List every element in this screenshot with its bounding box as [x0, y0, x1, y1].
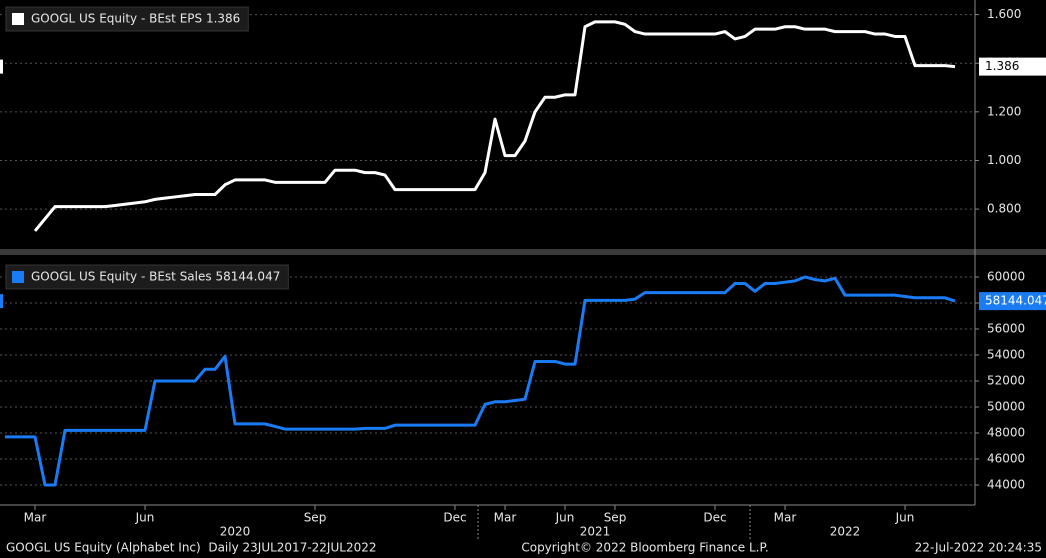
last-value-tag — [979, 292, 1046, 311]
x-tick-label: Dec — [703, 511, 726, 525]
legend-label: GOOGL US Equity - BEst Sales 58144.047 — [31, 270, 280, 284]
y-tick-label: 1.600 — [987, 7, 1021, 21]
x-tick-label: Jun — [555, 511, 575, 525]
x-tick-label: Sep — [304, 511, 327, 525]
y-tick-label: 0.800 — [987, 202, 1021, 216]
y-tick-label: 46000 — [987, 451, 1025, 465]
x-tick-label: Jun — [135, 511, 155, 525]
series-line — [5, 275, 956, 487]
legend-swatch — [12, 271, 24, 283]
y-tick-label: 48000 — [987, 425, 1025, 439]
last-value-label: 58144.047 — [985, 294, 1046, 308]
legend-box — [5, 264, 289, 290]
y-tick-label: 52000 — [987, 373, 1025, 387]
footer-left: GOOGL US Equity (Alphabet Inc) Daily 23J… — [6, 541, 376, 555]
legend-box — [5, 6, 249, 32]
y-tick-label: 56000 — [987, 321, 1025, 335]
x-tick-label: Mar — [24, 511, 47, 525]
left-marker — [0, 294, 3, 309]
y-tick-label: 54000 — [987, 347, 1025, 361]
y-tick-label: 44000 — [987, 477, 1025, 491]
footer-center: Copyright© 2022 Bloomberg Finance L.P. — [521, 541, 768, 555]
last-value-tag — [979, 57, 1046, 76]
x-group-label: 2022 — [830, 525, 861, 539]
x-tick-label: Mar — [774, 511, 797, 525]
last-value-label: 1.386 — [985, 59, 1019, 73]
legend-label: GOOGL US Equity - BEst EPS 1.386 — [31, 12, 240, 26]
y-tick-label: 1.200 — [987, 104, 1021, 118]
x-group-label: 2020 — [220, 525, 251, 539]
x-group-label: 2021 — [580, 525, 611, 539]
y-tick-label: 60000 — [987, 269, 1025, 283]
x-tick-label: Dec — [443, 511, 466, 525]
left-marker — [0, 59, 3, 74]
panel-divider — [0, 249, 1046, 255]
y-tick-label: 50000 — [987, 399, 1025, 413]
x-tick-label: Sep — [604, 511, 627, 525]
x-tick-label: Mar — [494, 511, 517, 525]
footer-right: 22-Jul-2022 20:24:35 — [915, 541, 1042, 555]
x-tick-label: Jun — [895, 511, 915, 525]
y-tick-label: 1.000 — [987, 153, 1021, 167]
series-line — [33, 20, 956, 232]
legend-swatch — [12, 13, 24, 25]
